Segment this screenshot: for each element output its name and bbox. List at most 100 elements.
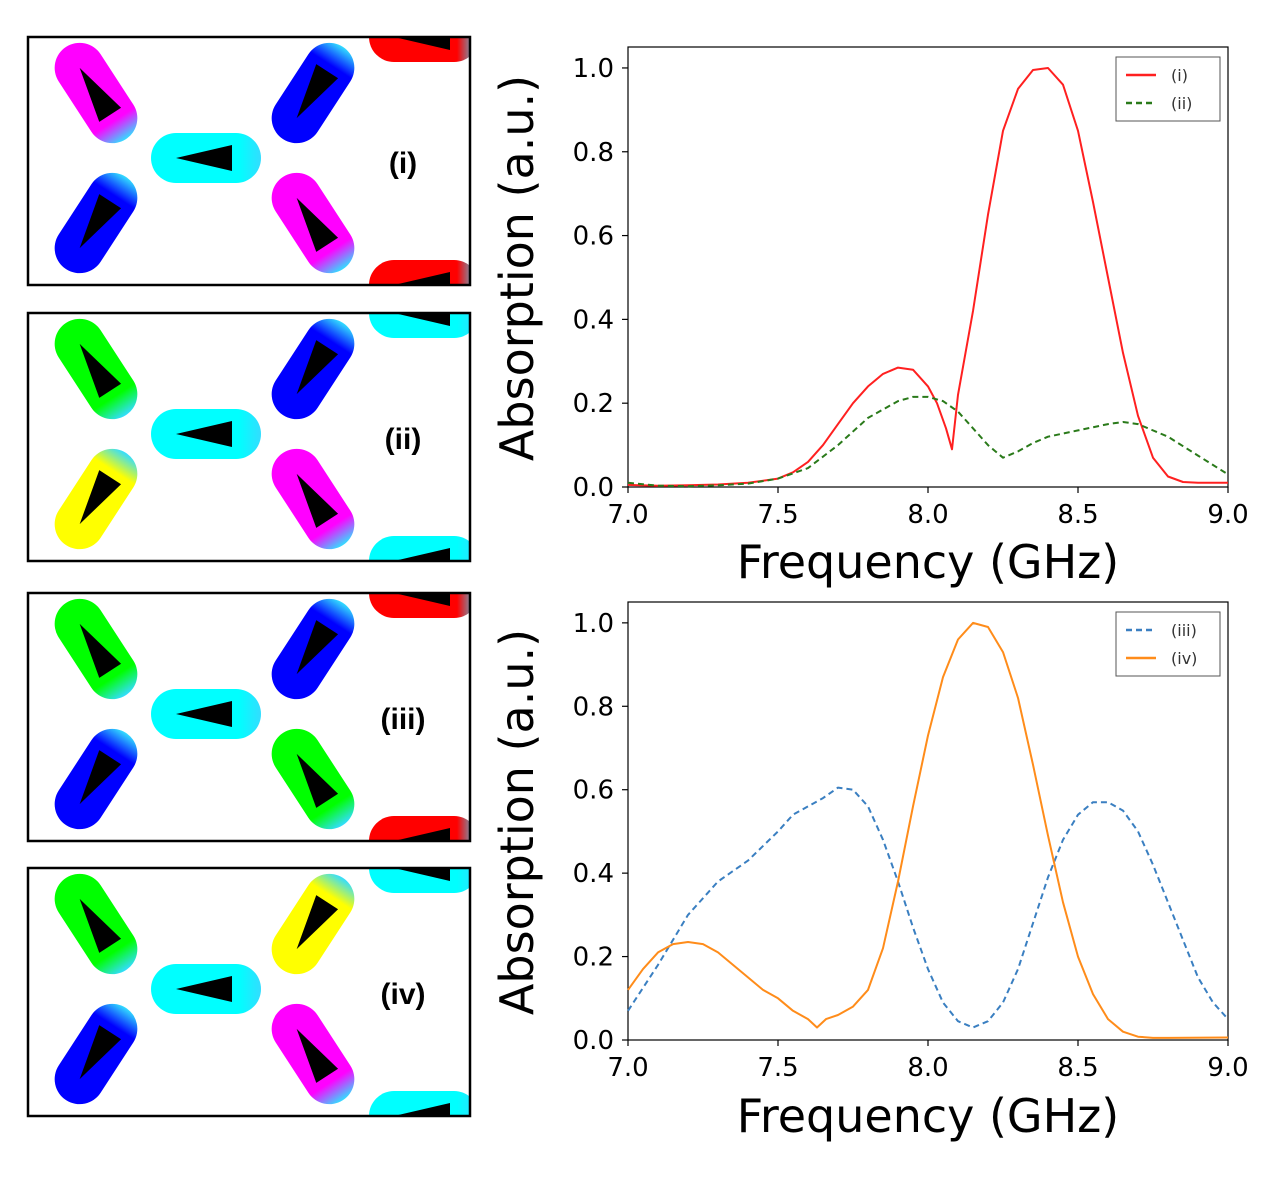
orientation-triangle (79, 898, 122, 953)
absorption-chart-top: 7.0 7.5 8.0 8.5 9.0 0.0 0.2 0.4 0.6 0.8 1.0 (i) (ii)… (490, 46, 1249, 589)
resonator-element (369, 313, 470, 338)
resonator-element (271, 318, 355, 420)
orientation-triangle (296, 473, 339, 528)
resonator-element (54, 318, 138, 420)
y-tick-label: 0.2 (573, 943, 614, 973)
resonator-element (271, 1003, 355, 1105)
y-tick-label: 0.8 (573, 692, 614, 722)
x-axis-title: Frequency (GHz) (737, 535, 1120, 589)
resonator-element (369, 260, 470, 285)
orientation-triangle (79, 194, 122, 249)
legend-label: (iv) (1171, 649, 1197, 668)
orientation-triangle (394, 1103, 450, 1116)
y-tick-label: 1.0 (573, 609, 614, 639)
structure-panels: (i) (ii) (iii) (iv) (26, 35, 472, 1118)
orientation-triangle (79, 750, 122, 805)
panel-label: (ii) (385, 423, 422, 456)
panel-label: (iii) (381, 703, 426, 736)
legend-label: (iii) (1171, 621, 1197, 640)
orientation-triangle (394, 313, 450, 326)
resonator-element (151, 409, 261, 459)
x-tick-label: 7.5 (757, 1053, 798, 1083)
resonator-element (271, 598, 355, 700)
structure-panel: (iii) (26, 591, 472, 843)
orientation-triangle (296, 753, 339, 808)
x-tick-label: 8.0 (907, 500, 948, 530)
resonator-element (271, 728, 355, 830)
panel-border (26, 311, 472, 563)
resonator-element (54, 172, 138, 274)
legend: (i) (ii) (1115, 56, 1221, 122)
x-tick-label: 7.0 (607, 1053, 648, 1083)
y-tick-label: 0.6 (573, 222, 614, 252)
orientation-triangle (296, 620, 339, 675)
legend-label: (ii) (1171, 94, 1192, 113)
orientation-triangle (296, 197, 339, 252)
y-tick-label: 0.8 (573, 138, 614, 168)
resonator-element (271, 172, 355, 274)
orientation-triangle (79, 470, 122, 525)
orientation-triangle (176, 701, 232, 727)
x-tick-label: 8.5 (1057, 500, 1098, 530)
legend-box (1115, 611, 1221, 677)
series-line-1 (627, 395, 1229, 488)
y-axis-title: Absorption (a.u.) (490, 629, 544, 1015)
y-tick-label: 1.0 (573, 54, 614, 84)
resonator-element (54, 873, 138, 975)
y-tick-label: 0.6 (573, 776, 614, 806)
y-tick-label: 0.2 (573, 389, 614, 419)
orientation-triangle (79, 67, 122, 122)
orientation-triangle (394, 868, 450, 881)
resonator-element (151, 133, 261, 183)
orientation-triangle (296, 895, 339, 950)
orientation-triangle (394, 593, 450, 606)
resonator-element (369, 816, 470, 841)
y-axis-title: Absorption (a.u.) (490, 75, 544, 461)
panel-label: (i) (389, 147, 417, 180)
y-tick-label: 0.0 (573, 1026, 614, 1056)
panel-border (26, 866, 472, 1118)
panel-border (26, 35, 472, 287)
orientation-triangle (296, 1028, 339, 1083)
orientation-triangle (394, 828, 450, 841)
resonator-element (369, 37, 470, 62)
legend: (iii) (iv) (1115, 611, 1221, 677)
orientation-triangle (296, 340, 339, 395)
x-tick-label: 7.5 (757, 500, 798, 530)
structure-panel: (ii) (26, 311, 472, 563)
x-tick-label: 7.0 (607, 500, 648, 530)
orientation-triangle (79, 623, 122, 678)
x-tick-label: 8.0 (907, 1053, 948, 1083)
y-tick-label: 0.4 (573, 859, 614, 889)
orientation-triangle (176, 421, 232, 447)
resonator-element (369, 868, 470, 893)
resonator-element (54, 728, 138, 830)
x-axis-title: Frequency (GHz) (737, 1089, 1120, 1143)
absorption-chart-bottom: 7.0 7.5 8.0 8.5 9.00.00.20.40.60.81.0 (iii)(i… (490, 601, 1249, 1143)
structure-panel: (iv) (26, 866, 472, 1118)
resonator-element (54, 1003, 138, 1105)
resonator-element (271, 448, 355, 550)
orientation-triangle (394, 548, 450, 561)
resonator-element (369, 1091, 470, 1116)
resonator-element (151, 689, 261, 739)
legend-label: (i) (1171, 66, 1188, 85)
resonator-element (54, 598, 138, 700)
resonator-element (271, 42, 355, 144)
structure-panel: (i) (26, 35, 472, 287)
series-line-0 (627, 67, 1228, 487)
resonator-element (54, 448, 138, 550)
y-tick-label: 0.0 (573, 473, 614, 503)
x-tick-label: 8.5 (1057, 1053, 1098, 1083)
legend-box (1115, 56, 1221, 122)
x-tick-label: 9.0 (1207, 1053, 1248, 1083)
resonator-element (271, 873, 355, 975)
y-tick-label: 0.4 (573, 305, 614, 335)
orientation-triangle (176, 145, 232, 171)
resonator-element (369, 536, 470, 561)
orientation-triangle (79, 343, 122, 398)
orientation-triangle (394, 272, 450, 285)
x-tick-label: 9.0 (1207, 500, 1248, 530)
series-line-1 (627, 621, 1229, 1039)
